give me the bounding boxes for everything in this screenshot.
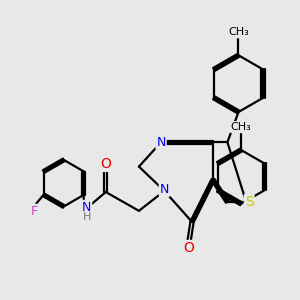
Text: N: N (156, 136, 166, 149)
Text: N: N (160, 183, 169, 196)
Text: H: H (82, 212, 91, 222)
Text: S: S (245, 195, 254, 209)
Text: CH₃: CH₃ (228, 27, 249, 37)
Text: N: N (82, 201, 91, 214)
Text: CH₃: CH₃ (231, 122, 251, 132)
Text: F: F (31, 205, 38, 218)
Text: O: O (184, 241, 194, 255)
Text: O: O (100, 157, 111, 171)
